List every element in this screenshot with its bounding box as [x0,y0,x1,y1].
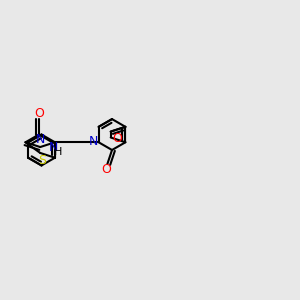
Text: O: O [112,132,122,145]
Text: O: O [101,163,111,176]
Text: N: N [35,133,45,146]
Text: O: O [34,107,44,120]
Text: H: H [53,147,62,157]
Text: N: N [49,141,58,154]
Text: N: N [88,135,98,148]
Text: S: S [38,154,46,167]
